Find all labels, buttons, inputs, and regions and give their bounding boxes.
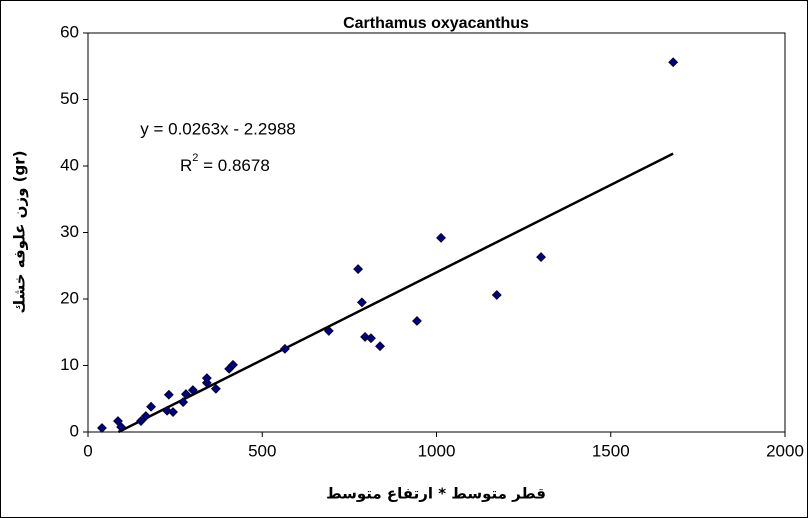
y-tick-label: 10 (60, 355, 79, 374)
x-tick-label: 1000 (418, 441, 456, 460)
r-squared-rest: = 0.8678 (198, 156, 269, 175)
trendline (117, 152, 674, 434)
data-point (116, 422, 127, 432)
r-squared-label: R2 = 0.8678 (180, 152, 270, 176)
data-point (353, 264, 364, 274)
data-point (146, 401, 157, 412)
x-tick-label: 2000 (766, 441, 804, 460)
x-axis-label: قطر متوسط * ارتفاع متوسط (326, 485, 546, 503)
data-point (210, 383, 221, 394)
data-point (366, 333, 376, 344)
data-point (279, 343, 290, 354)
x-tick-label: 1500 (592, 441, 630, 460)
equation-label: y = 0.0263x - 2.2988 (140, 119, 295, 138)
data-point (375, 341, 385, 352)
data-point (356, 297, 367, 308)
data-point (412, 316, 422, 326)
data-point (228, 359, 238, 370)
data-point (136, 416, 146, 426)
data-point (187, 385, 198, 396)
y-axis-label: وزن علوفه خشك (gr) (11, 150, 29, 313)
data-point (491, 290, 502, 300)
data-point (168, 407, 178, 417)
data-point (163, 389, 174, 400)
r-squared-sup: 2 (192, 152, 198, 164)
y-tick-label: 30 (60, 222, 79, 241)
y-tick-label: 40 (60, 155, 79, 174)
data-point (668, 57, 679, 68)
r-squared-base: R (180, 156, 192, 175)
data-point (178, 397, 189, 407)
data-point (201, 373, 212, 384)
y-tick-label: 60 (60, 22, 79, 41)
data-point (323, 325, 334, 336)
y-tick-label: 50 (60, 89, 79, 108)
data-point (140, 411, 151, 421)
y-tick-label: 0 (70, 421, 79, 440)
chart-title: Carthamus oxyacanthus (343, 15, 529, 32)
data-point (536, 252, 546, 263)
x-tick-label: 500 (248, 441, 276, 460)
y-tick-label: 20 (60, 288, 79, 307)
data-point (181, 389, 191, 400)
data-point (436, 232, 446, 243)
data-point (97, 423, 107, 433)
x-tick-label: 0 (83, 441, 92, 460)
plot-area (87, 32, 786, 433)
